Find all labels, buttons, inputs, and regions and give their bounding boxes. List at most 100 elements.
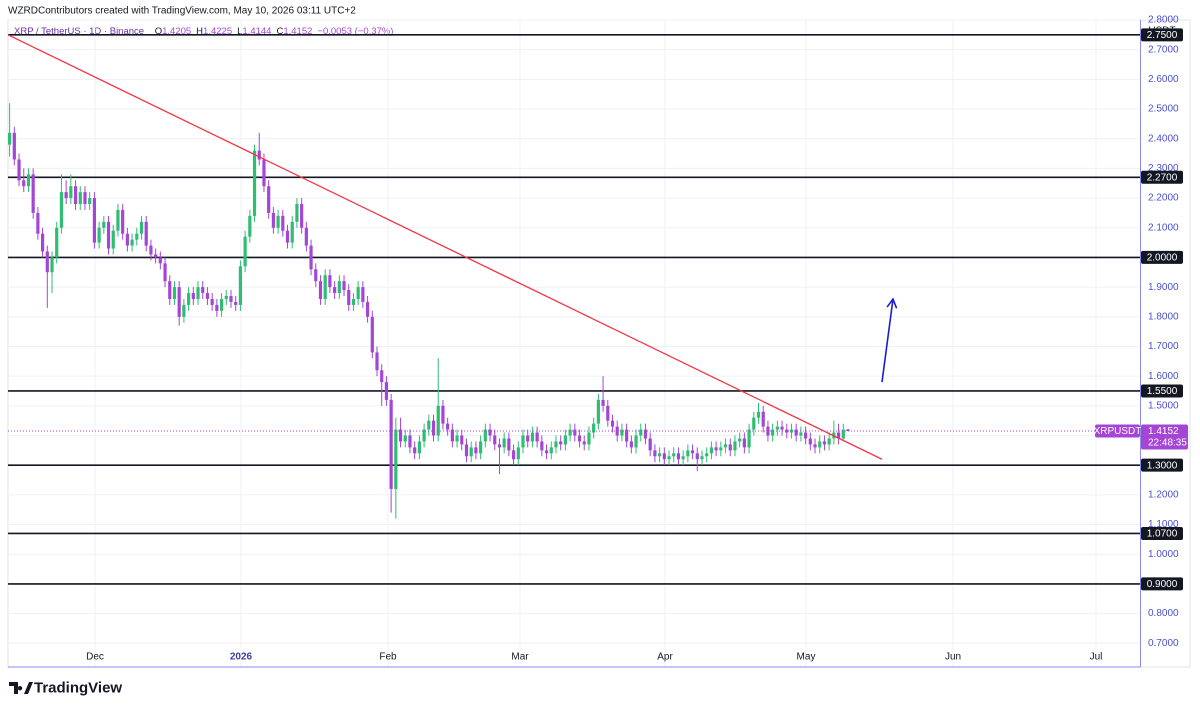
candle-body xyxy=(422,429,426,442)
x-tick-label: Dec xyxy=(86,652,104,663)
candle-body xyxy=(601,399,605,406)
candle-body xyxy=(295,204,299,222)
candle-body xyxy=(361,287,365,302)
level-tag xyxy=(1141,384,1183,398)
candle-body xyxy=(686,450,690,457)
candle-body xyxy=(210,298,214,305)
candle-body xyxy=(356,287,360,299)
candle-body xyxy=(205,293,210,299)
candle-body xyxy=(59,192,64,228)
x-tick-label: Jun xyxy=(945,652,961,663)
candle-body xyxy=(139,221,144,234)
candle-body xyxy=(794,429,798,436)
candle-body xyxy=(808,438,812,445)
candle-body xyxy=(22,180,26,187)
candle-body xyxy=(285,230,290,243)
candle-body xyxy=(450,429,454,442)
candle-body xyxy=(587,432,591,445)
candle-body xyxy=(681,456,685,460)
symbol-name: XRP / TetherUS · 1D · Binance xyxy=(14,26,144,37)
candle-body xyxy=(643,429,648,439)
candle-body xyxy=(559,441,563,445)
y-tick-label: 0.7000 xyxy=(1148,638,1179,649)
candle-body xyxy=(836,432,841,439)
x-tick-label: Jul xyxy=(1090,652,1103,663)
candle-body xyxy=(592,423,596,433)
candle-body xyxy=(36,212,40,234)
y-tick-label: 2.6000 xyxy=(1148,74,1179,85)
candle-body xyxy=(742,438,746,448)
y-tick-label: 2.5000 xyxy=(1148,104,1179,115)
candle-body xyxy=(441,405,445,424)
candle-body xyxy=(488,429,492,436)
price-tag xyxy=(1141,424,1188,450)
candle-body xyxy=(380,370,384,383)
candle-body xyxy=(634,435,638,448)
candle-body xyxy=(705,453,709,457)
candle-body xyxy=(182,304,186,317)
candle-body xyxy=(78,192,82,205)
candle-body xyxy=(568,429,572,436)
y-tick-label: 1.9000 xyxy=(1148,282,1179,293)
candle-body xyxy=(398,429,403,442)
candle-body xyxy=(177,287,181,317)
candle-body xyxy=(50,257,54,273)
x-tick-label: May xyxy=(797,652,816,663)
candle-body xyxy=(45,251,49,273)
candle-body xyxy=(370,316,374,353)
y-tick-label: 2.4000 xyxy=(1148,133,1179,144)
level-label: 2.2700 xyxy=(1147,172,1178,183)
candle-body xyxy=(12,132,16,160)
candle-body xyxy=(31,174,35,213)
candle-body xyxy=(733,441,737,451)
candle-body xyxy=(738,438,742,442)
candle-body xyxy=(526,435,530,442)
level-tag xyxy=(1141,250,1183,264)
candle-body xyxy=(172,287,177,299)
y-tick-label: 2.1000 xyxy=(1148,222,1179,233)
candle-body xyxy=(257,150,261,160)
candle-body xyxy=(26,174,31,187)
candle-body xyxy=(648,438,652,451)
candle-body xyxy=(389,399,393,489)
y-tick-label: 2.2000 xyxy=(1148,193,1179,204)
candle-body xyxy=(582,441,586,445)
y-tick-label: 2.8000 xyxy=(1148,15,1179,26)
ticker-label: XRPUSDT xyxy=(1094,426,1142,437)
candle-body xyxy=(347,290,351,305)
candle-body xyxy=(479,441,483,454)
candle-body xyxy=(841,429,845,439)
candle-body xyxy=(323,275,327,299)
candle-body xyxy=(474,447,478,454)
candle-body xyxy=(83,192,87,205)
level-label: 0.9000 xyxy=(1147,579,1178,590)
y-tick-label: 0.8000 xyxy=(1148,608,1179,619)
ohlc-value: 1.4152 xyxy=(283,26,312,37)
candle-body xyxy=(252,150,257,216)
candle-body xyxy=(535,432,539,442)
candle-body xyxy=(342,281,346,291)
candle-body xyxy=(365,301,370,317)
candle-body xyxy=(662,453,666,460)
candle-body xyxy=(639,429,643,436)
candle-body xyxy=(846,429,850,431)
candle-body xyxy=(144,221,148,246)
candle-body xyxy=(234,301,238,305)
candle-body xyxy=(723,444,728,448)
candle-body xyxy=(596,399,600,424)
candle-body xyxy=(629,441,633,448)
ohlc-value: 1.4225 xyxy=(203,26,232,37)
y-tick-label: 1.0000 xyxy=(1148,549,1179,560)
candle-body xyxy=(413,447,417,454)
candle-body xyxy=(658,453,662,457)
candle-body xyxy=(775,426,779,430)
candle-body xyxy=(667,456,671,460)
candle-body xyxy=(516,447,520,460)
brand-logo: TradingView xyxy=(9,679,122,696)
ohlc-key: C xyxy=(276,26,283,37)
candle-body xyxy=(168,281,172,299)
candle-body xyxy=(219,298,224,311)
candle-body xyxy=(676,453,681,460)
candle-body xyxy=(530,432,535,442)
x-tick-label: 2026 xyxy=(230,652,253,663)
